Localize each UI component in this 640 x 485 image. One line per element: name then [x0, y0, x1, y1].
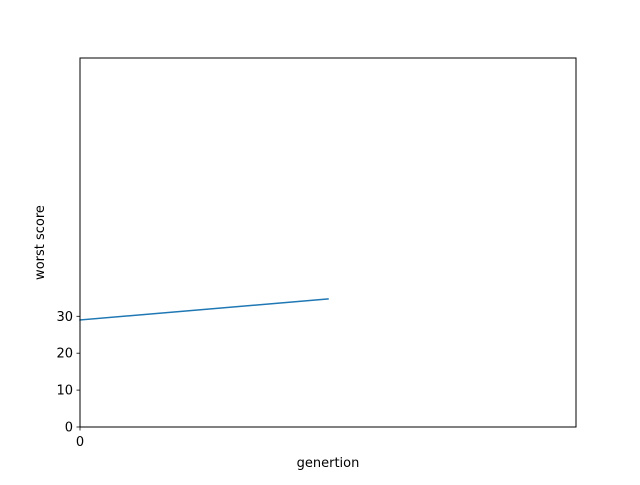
y-tick-label: 0	[65, 421, 73, 436]
series-line-0	[79, 298, 329, 321]
x-axis-label: genertion	[297, 456, 360, 471]
y-tick-label: 10	[56, 384, 73, 399]
x-tick-label: 0	[76, 435, 84, 450]
y-tick-label: 20	[56, 347, 73, 362]
y-axis-label: worst score	[33, 205, 48, 280]
y-tick-label: 30	[56, 310, 73, 325]
axes-frame	[79, 57, 577, 428]
